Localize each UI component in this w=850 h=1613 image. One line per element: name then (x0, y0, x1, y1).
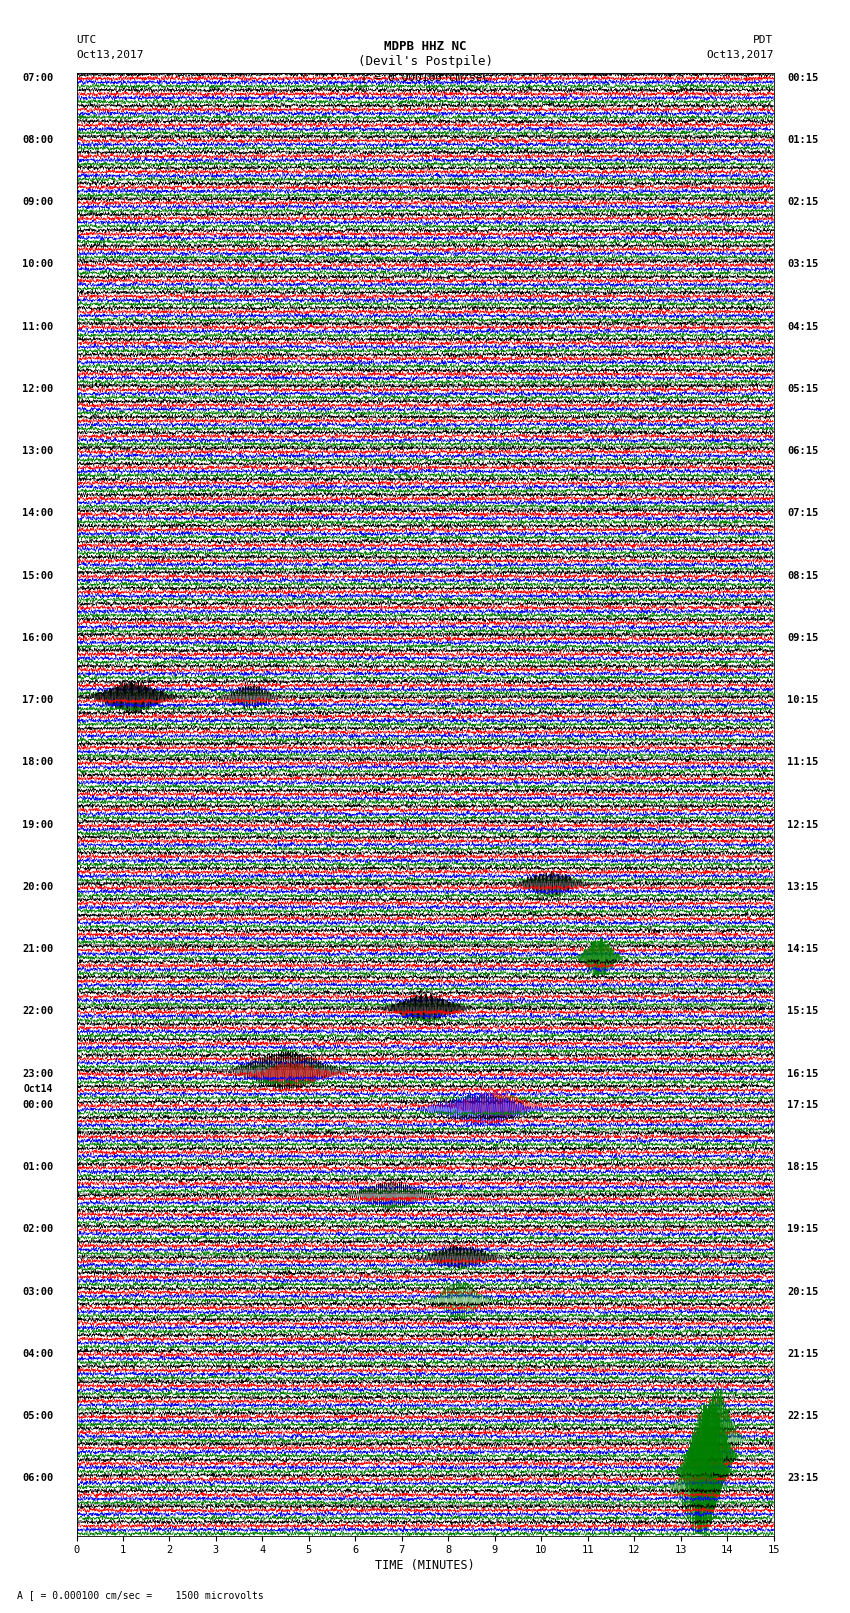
Text: 23:00: 23:00 (22, 1069, 54, 1079)
Text: 17:00: 17:00 (22, 695, 54, 705)
Text: 07:00: 07:00 (22, 73, 54, 82)
Text: 04:00: 04:00 (22, 1348, 54, 1358)
Text: Oct14: Oct14 (24, 1084, 54, 1094)
Text: 02:00: 02:00 (22, 1224, 54, 1234)
Text: 09:15: 09:15 (787, 632, 819, 644)
Text: 22:15: 22:15 (787, 1411, 819, 1421)
Text: Oct13,2017: Oct13,2017 (76, 50, 144, 60)
Text: Oct13,2017: Oct13,2017 (706, 50, 774, 60)
Text: 12:15: 12:15 (787, 819, 819, 829)
Text: 19:15: 19:15 (787, 1224, 819, 1234)
Text: 11:00: 11:00 (22, 321, 54, 332)
Text: PDT: PDT (753, 35, 774, 45)
Text: 09:00: 09:00 (22, 197, 54, 206)
Text: 15:00: 15:00 (22, 571, 54, 581)
Text: 12:00: 12:00 (22, 384, 54, 394)
Text: 14:00: 14:00 (22, 508, 54, 518)
Text: 04:15: 04:15 (787, 321, 819, 332)
Text: 13:00: 13:00 (22, 447, 54, 456)
Text: 18:00: 18:00 (22, 758, 54, 768)
Text: 11:15: 11:15 (787, 758, 819, 768)
Text: 16:15: 16:15 (787, 1069, 819, 1079)
Text: 20:15: 20:15 (787, 1287, 819, 1297)
Text: MDPB HHZ NC: MDPB HHZ NC (383, 40, 467, 53)
Text: 08:15: 08:15 (787, 571, 819, 581)
Text: 03:15: 03:15 (787, 260, 819, 269)
Text: 20:00: 20:00 (22, 882, 54, 892)
Text: UTC: UTC (76, 35, 97, 45)
Text: 06:00: 06:00 (22, 1473, 54, 1484)
Text: A [ = 0.000100 cm/sec =    1500 microvolts: A [ = 0.000100 cm/sec = 1500 microvolts (17, 1590, 264, 1600)
Text: 00:00: 00:00 (22, 1100, 54, 1110)
Text: 21:15: 21:15 (787, 1348, 819, 1358)
Text: 05:15: 05:15 (787, 384, 819, 394)
Text: 19:00: 19:00 (22, 819, 54, 829)
Text: 01:00: 01:00 (22, 1161, 54, 1173)
Text: 16:00: 16:00 (22, 632, 54, 644)
Text: 08:00: 08:00 (22, 135, 54, 145)
Text: 17:15: 17:15 (787, 1100, 819, 1110)
Text: [ = 0.000100 cm/sec: [ = 0.000100 cm/sec (361, 73, 489, 82)
Text: (Devil's Postpile): (Devil's Postpile) (358, 55, 492, 68)
Text: 14:15: 14:15 (787, 944, 819, 955)
Text: 10:00: 10:00 (22, 260, 54, 269)
Text: 01:15: 01:15 (787, 135, 819, 145)
Text: 06:15: 06:15 (787, 447, 819, 456)
Text: 23:15: 23:15 (787, 1473, 819, 1484)
Text: 07:15: 07:15 (787, 508, 819, 518)
Text: 05:00: 05:00 (22, 1411, 54, 1421)
Text: 00:15: 00:15 (787, 73, 819, 82)
Text: 15:15: 15:15 (787, 1007, 819, 1016)
Text: 21:00: 21:00 (22, 944, 54, 955)
X-axis label: TIME (MINUTES): TIME (MINUTES) (375, 1560, 475, 1573)
Text: 02:15: 02:15 (787, 197, 819, 206)
Text: 13:15: 13:15 (787, 882, 819, 892)
Text: 03:00: 03:00 (22, 1287, 54, 1297)
Text: 18:15: 18:15 (787, 1161, 819, 1173)
Text: 10:15: 10:15 (787, 695, 819, 705)
Text: 22:00: 22:00 (22, 1007, 54, 1016)
